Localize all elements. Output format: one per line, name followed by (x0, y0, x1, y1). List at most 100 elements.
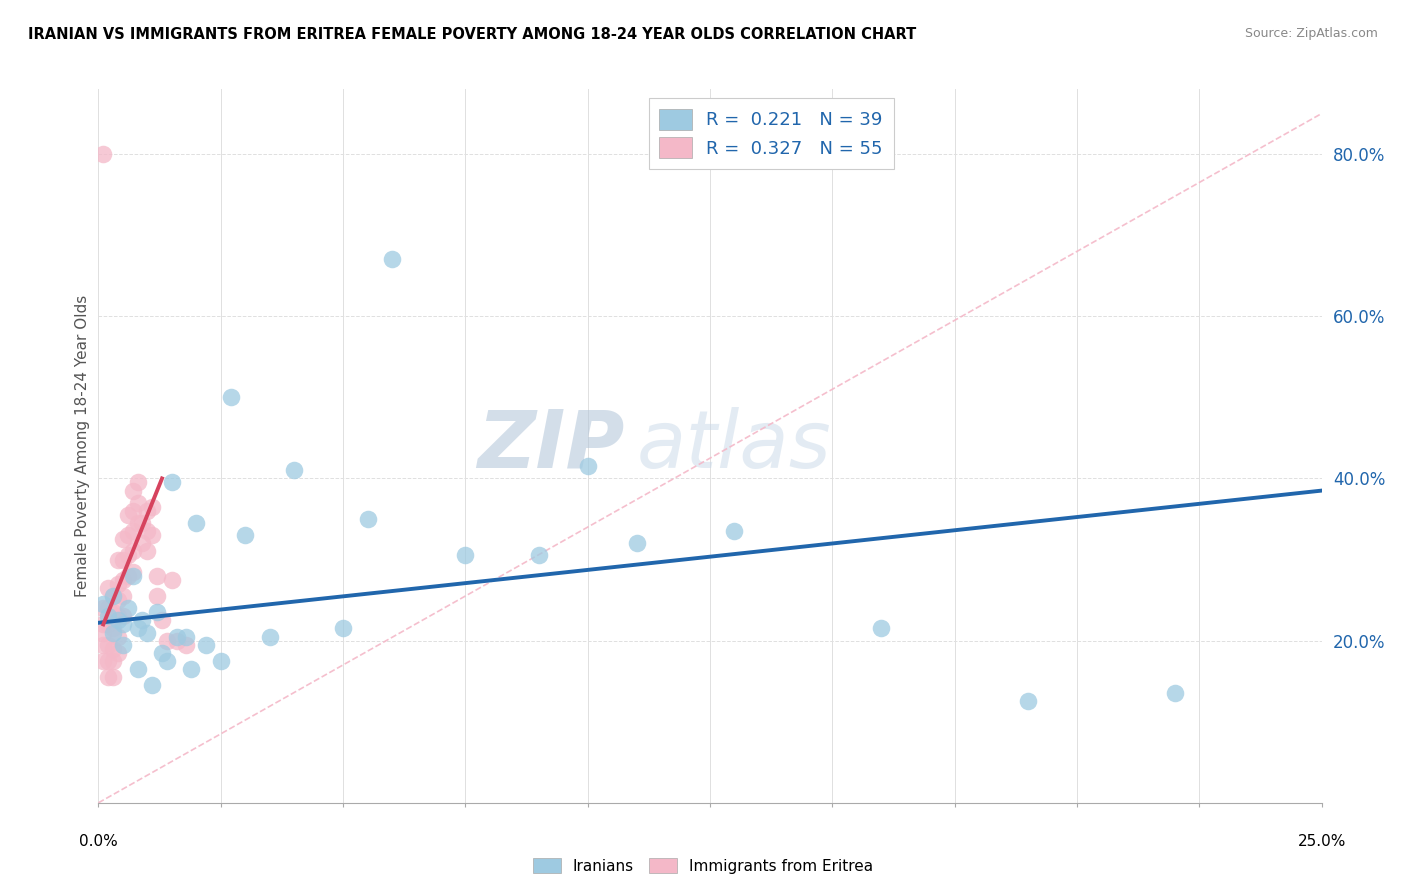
Point (127, 622, 149, 636)
Point (219, 390, 242, 404)
Point (121, 544, 143, 558)
Point (111, 533, 134, 547)
Y-axis label: Female Poverty Among 18-24 Year Olds: Female Poverty Among 18-24 Year Olds (75, 295, 90, 597)
Point (101, 654, 124, 668)
Point (111, 617, 134, 632)
Legend: Iranians, Immigrants from Eritrea: Iranians, Immigrants from Eritrea (527, 852, 879, 880)
Point (283, 463, 305, 477)
Point (127, 516, 149, 530)
Point (150, 613, 173, 627)
Point (186, 516, 208, 530)
Point (121, 504, 143, 518)
Point (121, 568, 143, 582)
Point (146, 589, 169, 603)
Point (1017, 694, 1039, 708)
Point (870, 622, 893, 636)
Text: ZIP: ZIP (477, 407, 624, 485)
Point (101, 589, 124, 603)
Point (97, 601, 120, 615)
Point (91, 625, 114, 640)
Point (195, 638, 218, 652)
Point (136, 504, 159, 518)
Point (160, 573, 183, 587)
Point (111, 552, 134, 566)
Point (117, 528, 139, 542)
Point (101, 605, 124, 619)
Point (156, 654, 179, 668)
Point (107, 593, 129, 607)
Point (156, 633, 179, 648)
Point (101, 641, 124, 656)
Point (180, 662, 202, 676)
Point (107, 646, 129, 660)
Point (233, 528, 256, 542)
Point (121, 524, 143, 538)
Point (141, 678, 163, 692)
Point (141, 528, 163, 542)
Point (131, 516, 153, 530)
Text: atlas: atlas (637, 407, 831, 485)
Text: 0.0%: 0.0% (79, 834, 118, 849)
Point (381, 252, 404, 267)
Point (111, 638, 134, 652)
Point (107, 552, 129, 566)
Point (454, 549, 477, 563)
Point (121, 483, 143, 498)
Point (259, 630, 281, 644)
Point (136, 524, 159, 538)
Point (97, 617, 120, 632)
Legend: R =  0.221   N = 39, R =  0.327   N = 55: R = 0.221 N = 39, R = 0.327 N = 55 (648, 98, 894, 169)
Text: Source: ZipAtlas.com: Source: ZipAtlas.com (1244, 27, 1378, 40)
Point (97, 609, 120, 624)
Point (209, 654, 232, 668)
Point (91, 638, 114, 652)
Point (131, 536, 153, 550)
Point (117, 549, 139, 563)
Point (111, 609, 134, 624)
Point (127, 496, 149, 510)
Point (91, 601, 114, 615)
Point (166, 633, 188, 648)
Point (107, 577, 129, 591)
Point (117, 568, 139, 582)
Point (117, 508, 139, 522)
Point (626, 536, 648, 550)
Text: 25.0%: 25.0% (1298, 834, 1346, 849)
Point (136, 544, 159, 558)
Point (107, 609, 129, 624)
Point (332, 622, 354, 636)
Point (160, 475, 183, 490)
Point (101, 589, 124, 603)
Point (91, 654, 114, 668)
Point (101, 670, 124, 684)
Point (356, 512, 378, 526)
Point (146, 605, 169, 619)
Point (97, 670, 120, 684)
Point (527, 549, 550, 563)
Point (136, 625, 159, 640)
Point (97, 638, 120, 652)
Point (146, 568, 169, 582)
Point (176, 638, 198, 652)
Point (97, 654, 120, 668)
Point (176, 630, 198, 644)
Point (127, 662, 149, 676)
Point (101, 625, 124, 640)
Point (1164, 686, 1187, 700)
Point (150, 646, 173, 660)
Point (107, 613, 129, 627)
Point (111, 589, 134, 603)
Point (91, 147, 114, 161)
Point (101, 622, 124, 636)
Point (166, 630, 188, 644)
Point (91, 597, 114, 611)
Point (141, 500, 163, 514)
Point (723, 524, 745, 538)
Point (111, 573, 134, 587)
Point (131, 613, 153, 627)
Text: IRANIAN VS IMMIGRANTS FROM ERITREA FEMALE POVERTY AMONG 18-24 YEAR OLDS CORRELAT: IRANIAN VS IMMIGRANTS FROM ERITREA FEMAL… (28, 27, 917, 42)
Point (127, 475, 149, 490)
Point (107, 630, 129, 644)
Point (97, 581, 120, 595)
Point (117, 601, 139, 615)
